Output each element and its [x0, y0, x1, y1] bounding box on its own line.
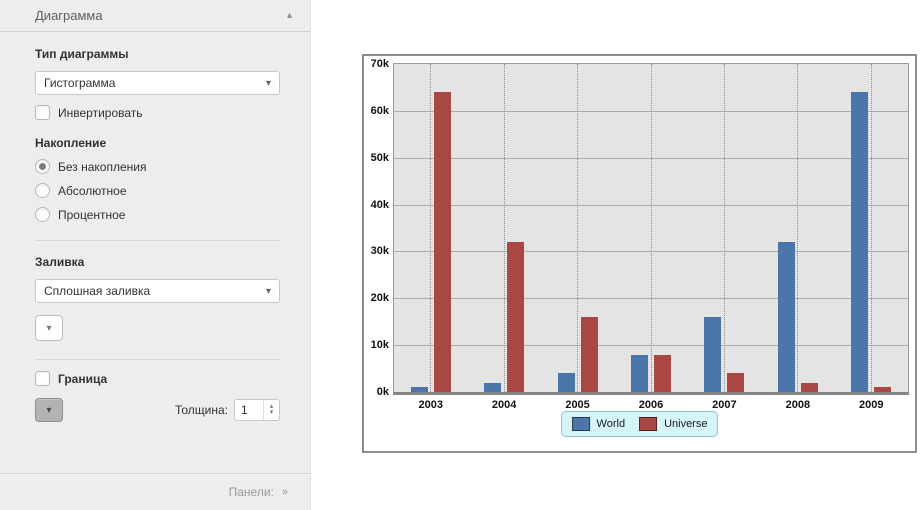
- bar-world-2004: [484, 382, 502, 392]
- bar-universe-2004: [507, 242, 525, 392]
- legend-item-universe[interactable]: Universe: [639, 417, 707, 431]
- radio-button[interactable]: [35, 159, 50, 174]
- radio-button[interactable]: [35, 183, 50, 198]
- v-gridline: [503, 64, 505, 392]
- bar-universe-2006: [654, 354, 671, 392]
- stacking-label: Накопление: [35, 136, 107, 150]
- border-settings-row: ▾ Толщина: 1 ▴ ▾: [35, 398, 280, 422]
- bar-world-2007: [704, 317, 722, 392]
- y-tick-label: 10k: [370, 339, 389, 352]
- y-tick-label: 0k: [376, 386, 389, 398]
- x-category-label: 2006: [638, 399, 664, 411]
- settings-panel: Диаграмма ▴ Тип диаграммы Гистограмма ▾ …: [0, 0, 311, 510]
- chart-type-value: Гистограмма: [44, 76, 116, 90]
- x-category-label: 2003: [418, 399, 443, 411]
- panel-body: Тип диаграммы Гистограмма ▾ Инвертироват…: [0, 47, 310, 422]
- legend-label: World: [596, 418, 626, 430]
- v-gridline: [650, 64, 652, 392]
- bar-world-2006: [631, 354, 648, 392]
- x-category-label: 2009: [859, 399, 884, 411]
- bar-universe-2003: [433, 92, 451, 392]
- invert-label: Инвертировать: [58, 105, 143, 120]
- panels-label: Панели:: [228, 485, 274, 499]
- v-gridline: [723, 64, 725, 392]
- plot-area: [393, 63, 909, 395]
- radio-label: Абсолютное: [58, 183, 127, 198]
- panels-footer-bar: Панели: »: [0, 473, 310, 510]
- spinner-up-icon[interactable]: ▴: [269, 403, 274, 410]
- legend: World Universe: [560, 411, 719, 437]
- legend-label: Universe: [664, 418, 708, 430]
- border-checkbox[interactable]: [35, 371, 50, 386]
- invert-checkbox[interactable]: [35, 105, 50, 120]
- x-axis-labels: 2003 2004 2005 2006 2007 2008 2009: [394, 399, 908, 413]
- x-category-label: 2008: [785, 399, 811, 411]
- v-gridline: [797, 64, 799, 392]
- collapse-icon[interactable]: ▴: [286, 10, 292, 21]
- bar-world-2003: [410, 387, 428, 392]
- v-gridline: [430, 64, 432, 392]
- thickness-group: Толщина: 1 ▴ ▾: [175, 399, 280, 421]
- v-gridline: [870, 64, 872, 392]
- bar-world-2008: [777, 242, 795, 392]
- thickness-value: 1: [241, 403, 248, 417]
- fill-label: Заливка: [35, 255, 85, 269]
- y-tick-label: 30k: [370, 245, 389, 258]
- radio-absolute[interactable]: Абсолютное: [35, 183, 280, 198]
- legend-item-world[interactable]: World: [571, 417, 626, 431]
- chevron-down-icon: ▾: [265, 77, 271, 89]
- chevrons-right-icon[interactable]: »: [281, 486, 288, 498]
- invert-checkbox-row[interactable]: Инвертировать: [35, 105, 280, 120]
- x-category-label: 2005: [565, 399, 590, 411]
- y-tick-label: 40k: [370, 198, 389, 211]
- fill-type-value: Сплошная заливка: [44, 284, 151, 298]
- chart-type-label: Тип диаграммы: [35, 47, 129, 61]
- y-tick-label: 60k: [370, 104, 389, 117]
- bar-world-2009: [851, 92, 869, 392]
- bar-universe-2007: [727, 373, 745, 392]
- border-label: Граница: [58, 371, 108, 386]
- bar-world-2005: [557, 373, 575, 392]
- bar-universe-2008: [800, 382, 818, 392]
- y-tick-label: 50k: [370, 151, 389, 164]
- legend-swatch: [639, 417, 658, 431]
- y-axis-labels: 0k 10k 20k 30k 40k 50k 60k 70k: [364, 58, 389, 398]
- chevron-down-icon: ▾: [265, 285, 271, 297]
- panel-header: Диаграмма ▴: [0, 0, 310, 32]
- fill-type-select[interactable]: Сплошная заливка ▾: [35, 279, 280, 303]
- radio-no-stacking[interactable]: Без накопления: [35, 159, 280, 174]
- radio-label: Процентное: [58, 207, 126, 222]
- bar-universe-2005: [580, 317, 598, 392]
- spinner-down-icon[interactable]: ▾: [269, 409, 274, 416]
- chevron-down-icon: ▾: [46, 404, 52, 416]
- legend-swatch: [571, 417, 590, 431]
- fill-color-picker-button[interactable]: ▾: [35, 315, 63, 341]
- panel-title: Диаграмма: [35, 8, 103, 23]
- chart-type-select[interactable]: Гистограмма ▾: [35, 71, 280, 95]
- x-category-label: 2004: [491, 399, 517, 411]
- divider: [35, 359, 280, 360]
- border-color-picker-button[interactable]: ▾: [35, 398, 63, 422]
- thickness-spinner[interactable]: 1 ▴ ▾: [234, 399, 280, 421]
- y-tick-label: 70k: [370, 58, 389, 70]
- radio-label: Без накопления: [58, 159, 147, 174]
- radio-percent[interactable]: Процентное: [35, 207, 280, 222]
- v-gridline: [577, 64, 579, 392]
- radio-button[interactable]: [35, 207, 50, 222]
- spinner-buttons[interactable]: ▴ ▾: [263, 400, 279, 420]
- bar-universe-2009: [874, 387, 892, 392]
- x-category-label: 2007: [712, 399, 737, 411]
- divider: [35, 240, 280, 241]
- chevron-down-icon: ▾: [46, 322, 52, 334]
- border-checkbox-row[interactable]: Граница: [35, 371, 280, 386]
- chart-widget: 0k 10k 20k 30k 40k 50k 60k 70k 2003 2004 2005 2006…: [362, 54, 917, 453]
- y-tick-label: 20k: [370, 292, 389, 305]
- thickness-label: Толщина:: [174, 403, 228, 417]
